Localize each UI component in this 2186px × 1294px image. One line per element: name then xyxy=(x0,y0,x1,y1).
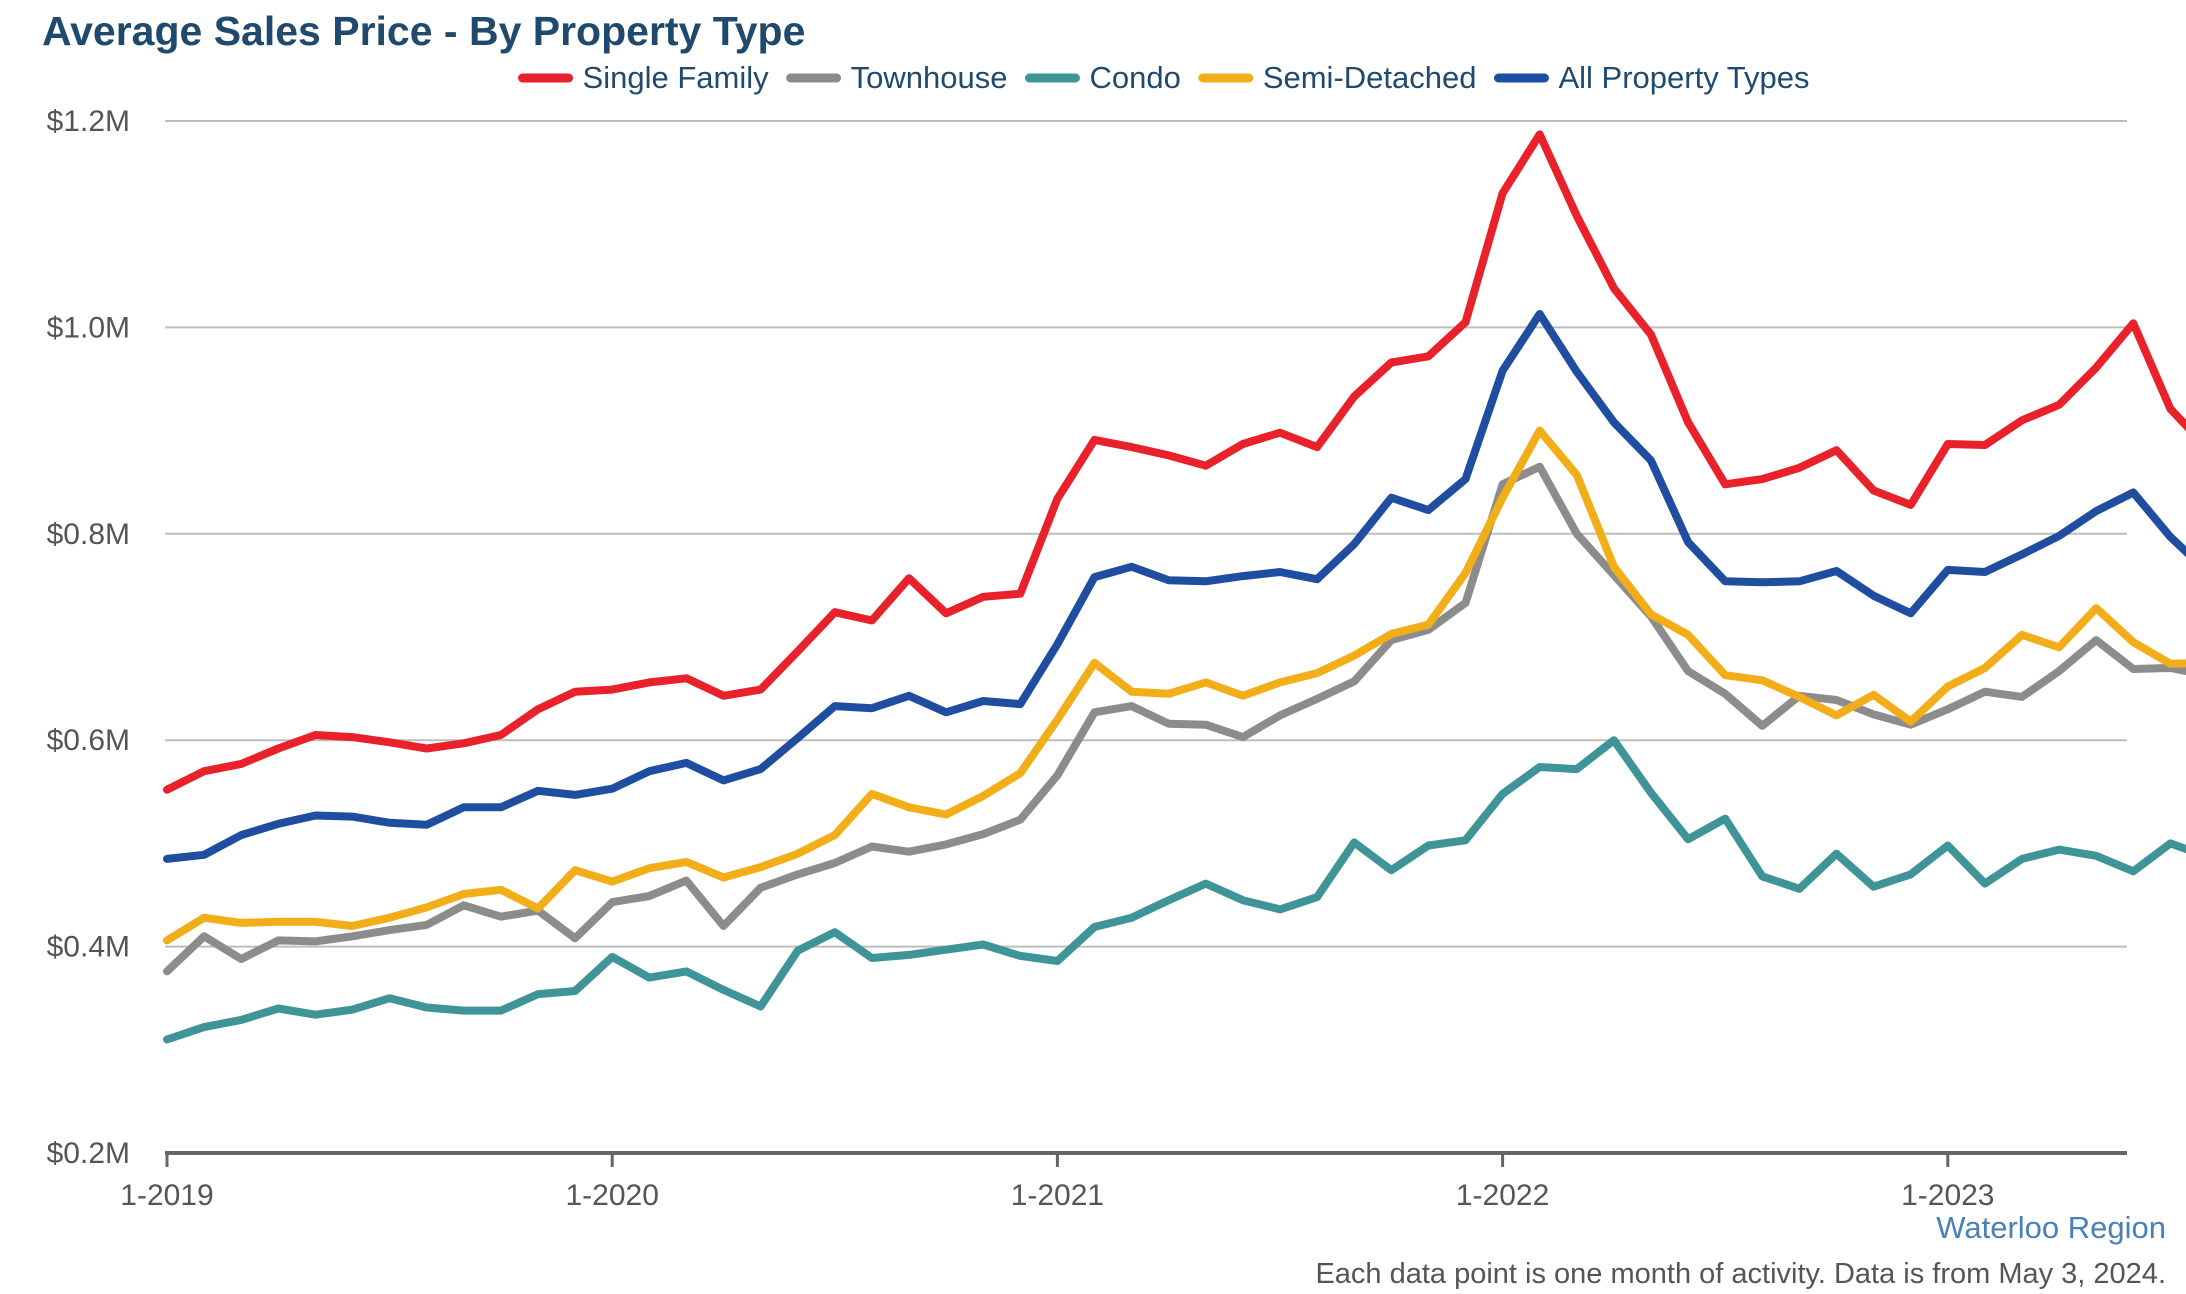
legend-label-all-property-types: All Property Types xyxy=(1558,60,1809,95)
y-tick-label: $1.2M xyxy=(47,105,130,138)
x-tick-label: 1-2020 xyxy=(565,1179,658,1212)
legend-label-single-family: Single Family xyxy=(583,60,770,95)
y-tick-label: $0.4M xyxy=(47,931,130,964)
legend-label-condo: Condo xyxy=(1089,60,1180,95)
series-line-all-property-types xyxy=(163,310,2186,863)
series-line-townhouse xyxy=(163,462,2186,976)
legend: Single Family Townhouse Condo Semi-Detached… xyxy=(518,60,1809,95)
x-tick-label: 1-2019 xyxy=(120,1179,213,1212)
x-tick-label: 1-2022 xyxy=(1456,1179,1549,1212)
legend-label-semi-detached: Semi-Detached xyxy=(1263,60,1477,95)
series-line-single-family xyxy=(163,130,2186,794)
x-axis: $0.2M $0.4M $0.6M $0.8M $1.0M $1.2M 1-2019 1-20… xyxy=(47,105,2127,1212)
x-tick-label: 1-2023 xyxy=(1901,1179,1994,1212)
y-tick-label: $0.6M xyxy=(47,724,130,757)
series-line-semi-detached xyxy=(163,426,2186,945)
gridlines xyxy=(165,120,2127,948)
legend-label-townhouse: Townhouse xyxy=(851,60,1008,95)
chart-title: Average Sales Price - By Property Type xyxy=(42,8,806,54)
y-tick-label: $1.0M xyxy=(47,311,130,344)
series-lines xyxy=(163,130,2186,1044)
region-label: Waterloo Region xyxy=(1936,1210,2166,1245)
y-tick-label: $0.2M xyxy=(47,1137,130,1170)
y-tick-label: $0.8M xyxy=(47,518,130,551)
series-line-condo xyxy=(163,736,2186,1044)
source-note: Each data point is one month of activity… xyxy=(1315,1258,2166,1290)
x-tick-label: 1-2021 xyxy=(1011,1179,1104,1212)
